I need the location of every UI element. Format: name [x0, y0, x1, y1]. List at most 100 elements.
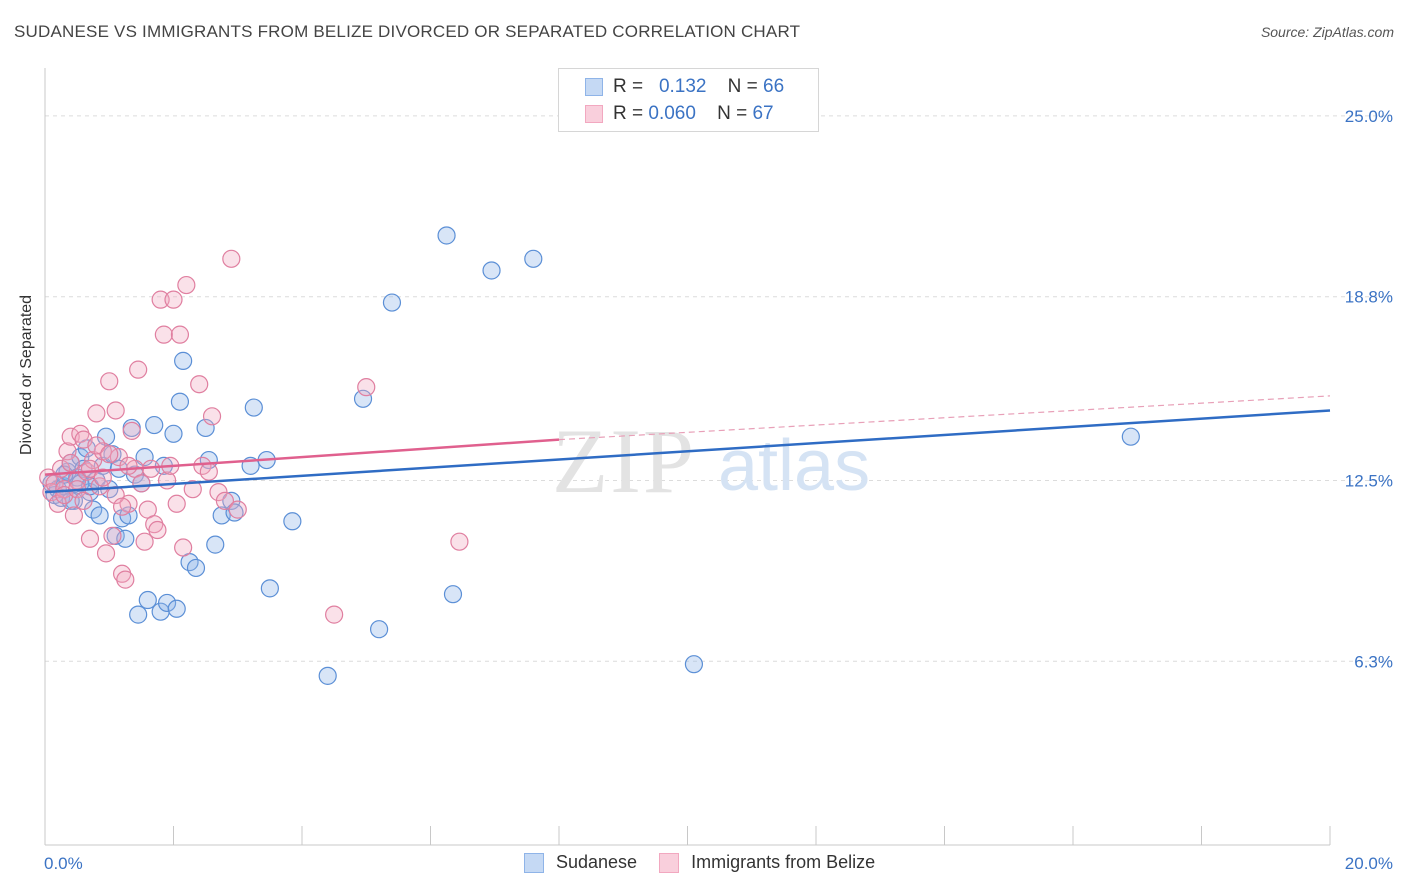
point-1-63	[100, 445, 119, 464]
grid-lines	[45, 115, 1392, 662]
point-1-30	[135, 532, 154, 551]
point-1-54	[357, 378, 376, 397]
r-label: R =	[613, 76, 644, 97]
chart-title: SUDANESE VS IMMIGRANTS FROM BELIZE DIVOR…	[14, 22, 801, 41]
point-1-44	[183, 480, 202, 499]
series-1-points	[39, 249, 469, 624]
point-1-33	[145, 515, 164, 534]
trend-line-dashed-1	[558, 395, 1331, 441]
point-0-56	[437, 226, 456, 245]
stats-legend-row-sudanese: R = 0.132 N = 66	[585, 74, 784, 100]
x-tick-label-0: 0.0%	[44, 854, 83, 873]
belize-swatch	[585, 105, 603, 123]
point-1-8	[64, 506, 84, 525]
x-tick-labels: 0.0% 20.0%	[44, 854, 1393, 873]
point-0-27	[129, 605, 148, 624]
y-tick-label-2: 18.8%	[1345, 288, 1393, 307]
stats-legend: R = 0.132 N = 66 R = 0.060 N = 67	[558, 68, 819, 132]
point-0-40	[186, 558, 206, 578]
trend-line-0	[44, 409, 1331, 494]
n-value: 67	[752, 103, 774, 124]
legend-label-belize: Immigrants from Belize	[691, 852, 876, 872]
point-0-38	[174, 351, 193, 370]
point-0-53	[353, 389, 373, 408]
point-1-43	[177, 275, 196, 295]
point-1-35	[151, 290, 170, 309]
point-0-50	[260, 579, 279, 598]
point-1-52	[228, 500, 247, 519]
point-0-15	[90, 506, 109, 525]
point-0-31	[145, 415, 164, 435]
point-1-21	[106, 401, 125, 420]
trend-lines	[44, 395, 1331, 494]
r-value: 0.060	[648, 103, 696, 124]
point-1-66	[119, 456, 138, 475]
point-0-54	[370, 620, 389, 639]
watermark-atlas: atlas	[718, 426, 870, 506]
point-0-34	[157, 593, 177, 613]
point-1-13	[80, 529, 100, 548]
sudanese-legend-swatch	[524, 852, 544, 873]
point-1-53	[325, 605, 344, 624]
stats-legend-row-belize: R = 0.060 N = 67	[585, 101, 774, 127]
point-1-10	[71, 424, 90, 443]
point-1-45	[190, 375, 209, 394]
point-1-28	[129, 360, 148, 379]
y-tick-label-0: 6.3%	[1354, 652, 1393, 671]
point-0-58	[482, 261, 501, 280]
point-0-35	[164, 424, 183, 443]
point-1-26	[122, 421, 141, 440]
point-1-55	[450, 532, 469, 551]
point-1-40	[167, 494, 186, 513]
point-1-47	[199, 462, 218, 481]
x-tick-label-1: 20.0%	[1345, 854, 1393, 873]
point-0-52	[318, 666, 337, 685]
point-1-29	[132, 474, 151, 493]
sudanese-swatch	[585, 78, 603, 96]
point-1-50	[215, 491, 234, 510]
point-1-48	[202, 407, 222, 426]
n-label: N =	[717, 103, 748, 124]
point-1-34	[148, 520, 167, 540]
legend-item-belize[interactable]: Immigrants from Belize	[659, 852, 875, 873]
point-0-30	[138, 590, 157, 610]
point-1-61	[87, 436, 106, 455]
point-0-36	[167, 599, 186, 618]
point-0-37	[170, 392, 190, 411]
point-1-19	[100, 372, 119, 391]
legend-item-sudanese[interactable]: Sudanese	[524, 852, 637, 873]
point-1-15	[87, 404, 106, 423]
trend-line-1	[44, 438, 560, 476]
point-0-60	[684, 655, 704, 674]
point-1-41	[170, 325, 190, 344]
point-0-55	[382, 293, 402, 312]
n-value: 66	[763, 76, 785, 97]
source-note: Source: ZipAtlas.com	[1260, 24, 1394, 40]
point-0-61	[1121, 427, 1140, 446]
point-0-29	[135, 448, 154, 467]
point-1-51	[222, 249, 241, 268]
series-legend: Sudanese Immigrants from Belize	[524, 852, 897, 873]
point-1-59	[74, 491, 93, 510]
point-1-57	[61, 453, 80, 473]
y-tick-label-3: 25.0%	[1345, 107, 1393, 126]
point-0-43	[206, 535, 225, 554]
y-axis-label: Divorced or Separated	[18, 294, 35, 455]
y-tick-labels: 6.3% 12.5% 18.8% 25.0%	[1345, 107, 1393, 671]
legend-label-sudanese: Sudanese	[556, 852, 638, 872]
watermark-zip: ZIP	[552, 410, 696, 512]
point-1-23	[112, 564, 132, 583]
point-0-51	[283, 512, 302, 531]
point-0-57	[443, 585, 463, 604]
series-points	[39, 226, 1140, 685]
point-1-62	[93, 468, 112, 487]
point-1-36	[154, 325, 173, 344]
point-1-24	[116, 570, 135, 589]
point-1-65	[112, 497, 132, 516]
r-value: 0.132	[658, 76, 707, 97]
watermark: ZIP atlas	[552, 410, 870, 512]
point-0-48	[244, 398, 263, 417]
point-1-42	[174, 538, 193, 557]
axes	[44, 68, 1331, 846]
point-0-59	[524, 249, 543, 268]
